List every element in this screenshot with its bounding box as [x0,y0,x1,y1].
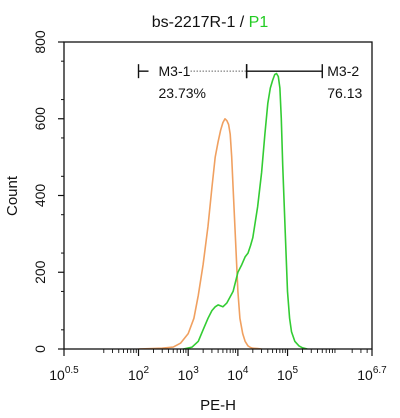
gate-layer: M3-1 23.73% M3-2 76.13 [137,63,363,101]
x-tick-label: 100.5 [49,365,79,383]
chart-title: bs-2217R-1 / P1 [152,14,269,31]
plot-area: M3-1 23.73% M3-2 76.13 [63,41,373,350]
y-tick-label: 0 [32,345,48,353]
x-tick-label: 102 [128,365,150,383]
x-tick-label: 103 [178,365,200,383]
x-tick-label: 105 [277,365,299,383]
y-tick-label: 800 [32,30,48,54]
gate-name: M3-2 [327,63,359,79]
plot-frame [63,41,373,350]
y-tick-label: 200 [32,260,48,284]
y-tick-label: 400 [32,184,48,208]
x-tick-label: 104 [227,365,249,383]
gate-percent: 76.13 [327,85,362,101]
y-axis-label: Count [4,175,21,216]
chart-title-prefix: bs-2217R-1 / [152,14,249,31]
series-layer [138,72,308,349]
gate-name: M3-1 [159,63,191,79]
gate-percent: 23.73% [159,85,206,101]
chart-title-highlight: P1 [249,14,269,31]
series-2-line [183,72,308,349]
x-tick-label: 106.7 [357,365,387,383]
y-tick-label: 600 [32,107,48,131]
x-axis-label: PE-H [200,397,236,414]
series-1-line [138,118,262,349]
x-axis: 100.5 102 103 104 105 106.7 [49,349,387,383]
y-axis: 0 200 400 600 800 [32,30,64,353]
